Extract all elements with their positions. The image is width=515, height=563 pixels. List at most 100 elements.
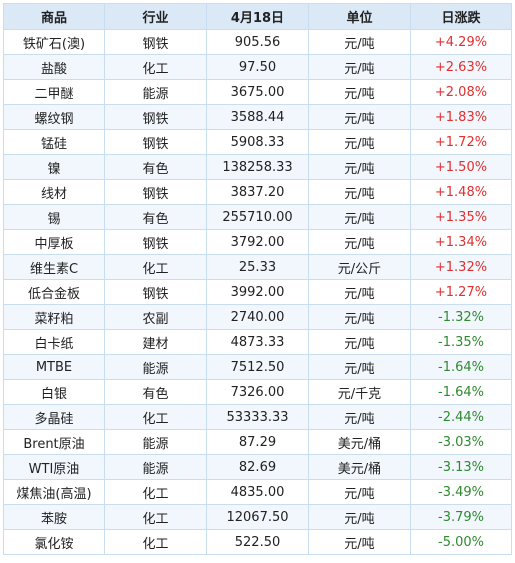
table-header-row: 商品 行业 4月18日 单位 日涨跌 <box>3 3 512 30</box>
cell-industry: 建材 <box>104 329 207 355</box>
cell-price: 97.50 <box>206 54 309 80</box>
cell-commodity: 煤焦油(高温) <box>3 479 105 505</box>
cell-unit: 元/吨 <box>308 529 411 555</box>
cell-industry: 化工 <box>104 254 207 280</box>
table-row: 盐酸 化工 97.50 元/吨 +2.63% <box>3 54 512 80</box>
cell-commodity: 二甲醚 <box>3 79 105 105</box>
header-industry: 行业 <box>104 3 207 30</box>
cell-price: 255710.00 <box>206 204 309 230</box>
table-row: 白卡纸 建材 4873.33 元/吨 -1.35% <box>3 329 512 355</box>
table-row: Brent原油 能源 87.29 美元/桶 -3.03% <box>3 429 512 455</box>
table-row: 铁矿石(澳) 钢铁 905.56 元/吨 +4.29% <box>3 29 512 55</box>
cell-industry: 化工 <box>104 529 207 555</box>
cell-unit: 元/吨 <box>308 304 411 330</box>
cell-daily-change: -1.64% <box>410 354 512 380</box>
cell-daily-change: +1.34% <box>410 229 512 255</box>
cell-unit: 元/吨 <box>308 279 411 305</box>
cell-daily-change: +2.08% <box>410 79 512 105</box>
cell-commodity: 苯胺 <box>3 504 105 530</box>
cell-daily-change: -3.79% <box>410 504 512 530</box>
cell-commodity: 铁矿石(澳) <box>3 29 105 55</box>
cell-unit: 元/吨 <box>308 404 411 430</box>
cell-price: 87.29 <box>206 429 309 455</box>
cell-price: 3792.00 <box>206 229 309 255</box>
cell-unit: 元/吨 <box>308 204 411 230</box>
cell-industry: 化工 <box>104 404 207 430</box>
cell-daily-change: -3.03% <box>410 429 512 455</box>
cell-industry: 钢铁 <box>104 104 207 130</box>
table-row: 二甲醚 能源 3675.00 元/吨 +2.08% <box>3 79 512 105</box>
cell-unit: 元/吨 <box>308 329 411 355</box>
cell-unit: 元/吨 <box>308 79 411 105</box>
commodity-table-container: 商品 行业 4月18日 单位 日涨跌 铁矿石(澳) 钢铁 905.56 元/吨 +4.2… <box>3 3 512 555</box>
cell-price: 82.69 <box>206 454 309 480</box>
table-row: 多晶硅 化工 53333.33 元/吨 -2.44% <box>3 404 512 430</box>
table-row: 锡有色 255710.00 元/吨 +1.35% <box>3 204 512 230</box>
table-row: 线材 钢铁 3837.20 元/吨 +1.48% <box>3 179 512 205</box>
cell-commodity: 多晶硅 <box>3 404 105 430</box>
cell-industry: 钢铁 <box>104 229 207 255</box>
cell-price: 2740.00 <box>206 304 309 330</box>
cell-industry: 能源 <box>104 79 207 105</box>
table-row: 低合金板 钢铁 3992.00 元/吨 +1.27% <box>3 279 512 305</box>
table-row: 锰硅 钢铁 5908.33 元/吨 +1.72% <box>3 129 512 155</box>
cell-industry: 农副 <box>104 304 207 330</box>
cell-commodity: 线材 <box>3 179 105 205</box>
cell-industry: 化工 <box>104 479 207 505</box>
cell-price: 4873.33 <box>206 329 309 355</box>
cell-unit: 元/吨 <box>308 29 411 55</box>
cell-daily-change: -5.00% <box>410 529 512 555</box>
commodity-price-table: 商品 行业 4月18日 单位 日涨跌 铁矿石(澳) 钢铁 905.56 元/吨 +4.2… <box>3 3 512 555</box>
header-commodity: 商品 <box>3 3 105 30</box>
cell-daily-change: +1.48% <box>410 179 512 205</box>
cell-daily-change: +1.32% <box>410 254 512 280</box>
header-date-price: 4月18日 <box>206 3 309 30</box>
table-row: 螺纹钢 钢铁 3588.44 元/吨 +1.83% <box>3 104 512 130</box>
cell-commodity: 白卡纸 <box>3 329 105 355</box>
cell-price: 4835.00 <box>206 479 309 505</box>
cell-price: 3588.44 <box>206 104 309 130</box>
cell-industry: 化工 <box>104 54 207 80</box>
cell-price: 3992.00 <box>206 279 309 305</box>
table-row: 菜籽粕 农副 2740.00 元/吨 -1.32% <box>3 304 512 330</box>
cell-commodity: 白银 <box>3 379 105 405</box>
cell-price: 53333.33 <box>206 404 309 430</box>
table-row: MTBE 能源 7512.50 元/吨 -1.64% <box>3 354 512 380</box>
cell-commodity: 低合金板 <box>3 279 105 305</box>
table-row: 维生素C 化工 25.33 元/公斤 +1.32% <box>3 254 512 280</box>
cell-unit: 元/千克 <box>308 379 411 405</box>
cell-industry: 有色 <box>104 154 207 180</box>
cell-daily-change: +1.72% <box>410 129 512 155</box>
cell-commodity: 螺纹钢 <box>3 104 105 130</box>
cell-daily-change: -1.64% <box>410 379 512 405</box>
cell-price: 12067.50 <box>206 504 309 530</box>
cell-industry: 钢铁 <box>104 179 207 205</box>
cell-unit: 元/吨 <box>308 104 411 130</box>
cell-commodity: 菜籽粕 <box>3 304 105 330</box>
cell-industry: 能源 <box>104 429 207 455</box>
cell-unit: 元/吨 <box>308 504 411 530</box>
cell-price: 138258.33 <box>206 154 309 180</box>
cell-daily-change: +2.63% <box>410 54 512 80</box>
cell-commodity: 中厚板 <box>3 229 105 255</box>
cell-unit: 元/吨 <box>308 129 411 155</box>
cell-unit: 元/吨 <box>308 54 411 80</box>
cell-industry: 钢铁 <box>104 279 207 305</box>
cell-commodity: MTBE <box>3 354 105 380</box>
cell-unit: 元/吨 <box>308 354 411 380</box>
cell-industry: 能源 <box>104 354 207 380</box>
table-row: 白银 有色 7326.00 元/千克 -1.64% <box>3 379 512 405</box>
cell-industry: 钢铁 <box>104 29 207 55</box>
cell-unit: 美元/桶 <box>308 454 411 480</box>
table-row: 镍有色 138258.33 元/吨 +1.50% <box>3 154 512 180</box>
cell-daily-change: +1.50% <box>410 154 512 180</box>
cell-industry: 钢铁 <box>104 129 207 155</box>
cell-commodity: 镍 <box>3 154 105 180</box>
cell-commodity: Brent原油 <box>3 429 105 455</box>
cell-price: 5908.33 <box>206 129 309 155</box>
cell-price: 25.33 <box>206 254 309 280</box>
table-row: 氯化铵 化工 522.50 元/吨 -5.00% <box>3 529 512 555</box>
cell-commodity: WTI原油 <box>3 454 105 480</box>
cell-price: 3675.00 <box>206 79 309 105</box>
cell-unit: 元/吨 <box>308 229 411 255</box>
